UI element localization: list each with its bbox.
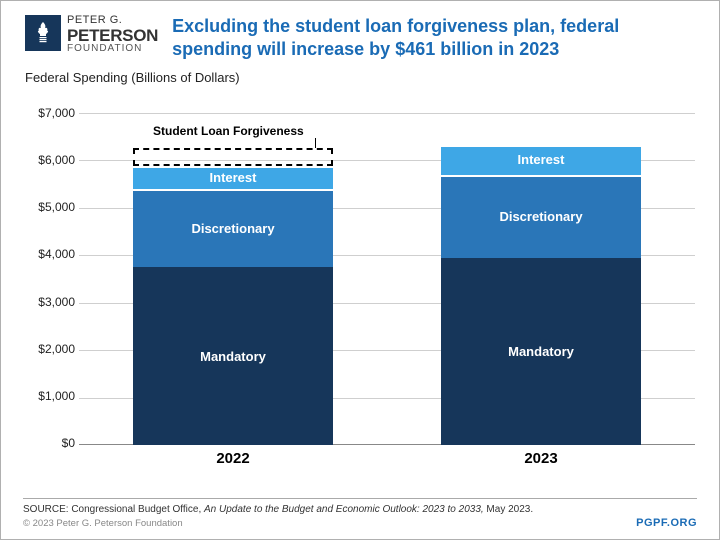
segment-label: Interest — [210, 170, 257, 185]
segment-divider — [441, 175, 641, 177]
logo-line2: PETERSON — [67, 27, 158, 45]
segment-label: Discretionary — [499, 209, 582, 224]
y-tick-label: $1,000 — [25, 389, 75, 403]
bar-group: Interest Discretionary Mandatory — [133, 113, 333, 445]
x-axis-label: 2022 — [133, 450, 333, 467]
chart-area: $0$1,000$2,000$3,000$4,000$5,000$6,000$7… — [25, 113, 695, 465]
source-prefix: SOURCE: Congressional Budget Office, — [23, 504, 204, 515]
stacked-bar: Interest Discretionary Mandatory — [133, 148, 333, 445]
bar-groups: Interest Discretionary Mandatory Interest Di… — [79, 113, 695, 445]
logo: PETER G. PETERSON FOUNDATION — [25, 15, 158, 55]
source-suffix: May 2023. — [484, 504, 533, 515]
y-tick-label: $0 — [25, 436, 75, 450]
bar-segment-interest: Interest — [133, 166, 333, 189]
segment-label: Mandatory — [508, 344, 574, 359]
copyright: © 2023 Peter G. Peterson Foundation — [23, 518, 697, 529]
bar-segment-slf — [133, 148, 333, 166]
logo-line3: FOUNDATION — [67, 44, 158, 55]
x-axis-label: 2023 — [441, 450, 641, 467]
segment-label: Mandatory — [200, 349, 266, 364]
segment-divider — [133, 166, 333, 168]
segment-label: Interest — [518, 152, 565, 167]
source-italic: An Update to the Budget and Economic Out… — [204, 504, 484, 515]
bar-segment-discretionary: Discretionary — [133, 189, 333, 267]
site-url: PGPF.ORG — [636, 517, 697, 529]
chart-title: Excluding the student loan forgiveness p… — [172, 15, 695, 60]
segment-label: Discretionary — [191, 221, 274, 236]
y-axis-ticks: $0$1,000$2,000$3,000$4,000$5,000$6,000$7… — [25, 113, 75, 443]
logo-mark — [25, 15, 61, 51]
y-tick-label: $5,000 — [25, 200, 75, 214]
slf-annotation-label: Student Loan Forgiveness — [153, 124, 304, 138]
slf-connector-line — [315, 138, 316, 148]
plot-region: Interest Discretionary Mandatory Interest Di… — [79, 113, 695, 445]
bar-group: Interest Discretionary Mandatory — [441, 113, 641, 445]
y-tick-label: $3,000 — [25, 295, 75, 309]
header: PETER G. PETERSON FOUNDATION Excluding t… — [1, 1, 719, 68]
bar-segment-mandatory: Mandatory — [133, 267, 333, 445]
torch-icon — [33, 21, 53, 45]
subtitle-area: Federal Spending (Billions of Dollars) — [1, 68, 719, 85]
segment-divider — [133, 189, 333, 191]
y-tick-label: $6,000 — [25, 153, 75, 167]
y-tick-label: $4,000 — [25, 247, 75, 261]
bar-segment-mandatory: Mandatory — [441, 258, 641, 445]
logo-line1: PETER G. — [67, 15, 158, 27]
y-tick-label: $7,000 — [25, 106, 75, 120]
chart-container: PETER G. PETERSON FOUNDATION Excluding t… — [0, 0, 720, 540]
stacked-bar: Interest Discretionary Mandatory — [441, 145, 641, 445]
y-axis-title: Federal Spending (Billions of Dollars) — [25, 70, 695, 85]
segment-divider — [441, 145, 641, 147]
source-line: SOURCE: Congressional Budget Office, An … — [23, 503, 697, 516]
y-tick-label: $2,000 — [25, 342, 75, 356]
footer: SOURCE: Congressional Budget Office, An … — [23, 498, 697, 529]
bar-segment-interest: Interest — [441, 145, 641, 176]
logo-text: PETER G. PETERSON FOUNDATION — [67, 15, 158, 55]
bar-segment-discretionary: Discretionary — [441, 175, 641, 258]
